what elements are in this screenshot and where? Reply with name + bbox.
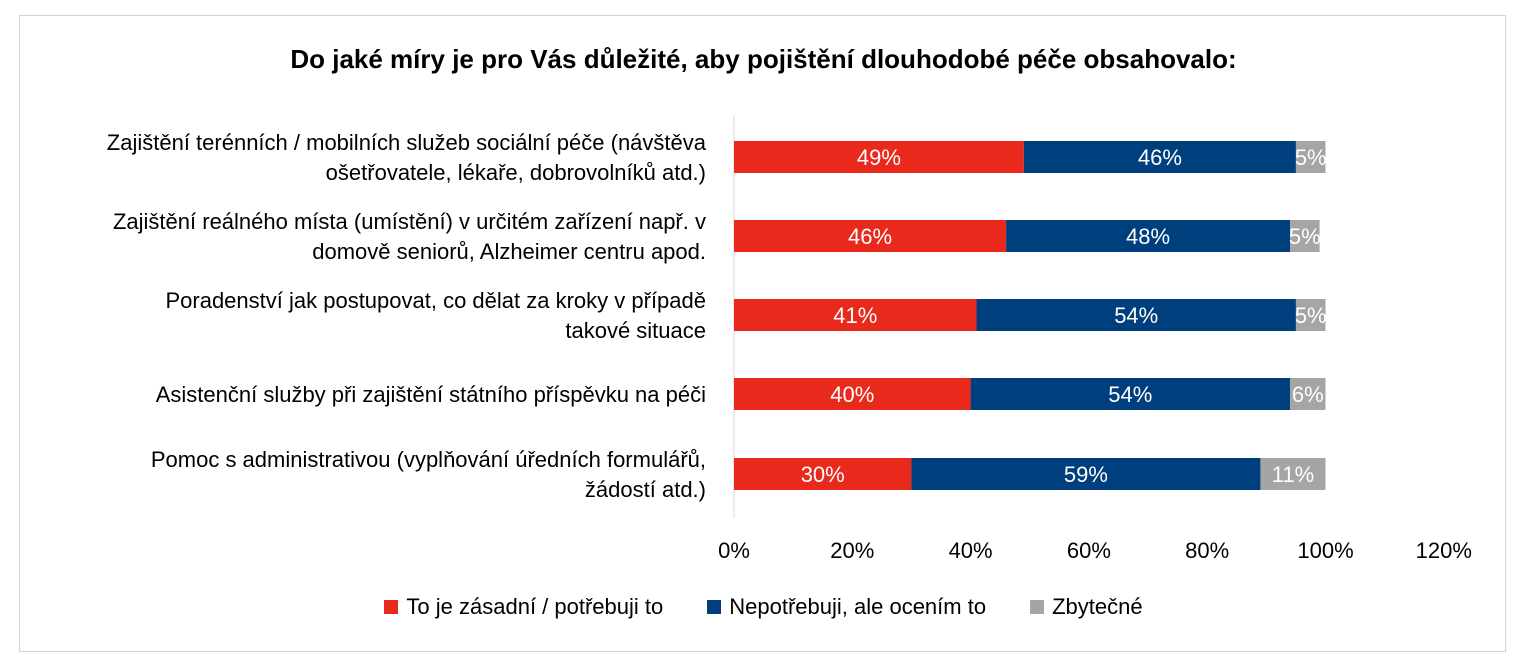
- bar-segment: [1290, 220, 1320, 252]
- category-label-line: Pomoc s administrativou (vyplňování úřed…: [151, 447, 706, 472]
- data-label: 54%: [1114, 303, 1158, 328]
- category-label: Asistenční služby při zajištění státního…: [156, 382, 706, 407]
- x-tick-label: 80%: [1185, 538, 1229, 563]
- category-label-line: ošetřovatele, lékaře, dobrovolníků atd.): [326, 160, 706, 185]
- data-label: 11%: [1272, 462, 1314, 487]
- data-label: 30%: [801, 462, 845, 487]
- category-label-line: takové situace: [565, 318, 706, 343]
- legend-swatch-appreciated: [707, 600, 722, 614]
- bar-segment: [911, 458, 1261, 490]
- bar-segment: [1295, 299, 1326, 331]
- data-label: 5%: [1295, 145, 1327, 170]
- data-label: 48%: [1126, 224, 1170, 249]
- legend-item-useless: Zbytečné: [1030, 594, 1143, 620]
- category-label: Pomoc s administrativou (vyplňování úřed…: [151, 447, 706, 502]
- category-label: Zajištění reálného místa (umístění) v ur…: [113, 209, 706, 264]
- data-label: 59%: [1064, 462, 1108, 487]
- bar-segment: [1260, 458, 1326, 490]
- data-label: 54%: [1108, 382, 1152, 407]
- data-label: 6%: [1292, 382, 1324, 407]
- legend-swatch-essential: [384, 600, 399, 614]
- category-label-line: Poradenství jak postupovat, co dělat za …: [165, 288, 706, 313]
- data-label: 46%: [1138, 145, 1182, 170]
- legend-label-essential: To je zásadní / potřebuji to: [406, 594, 664, 619]
- bar-segment: [734, 378, 971, 410]
- x-tick-label: 120%: [1416, 538, 1472, 563]
- x-tick-label: 60%: [1067, 538, 1111, 563]
- category-label: Zajištění terénních / mobilních služeb s…: [107, 130, 707, 185]
- category-label: Poradenství jak postupovat, co dělat za …: [165, 288, 706, 343]
- bar-segment: [976, 299, 1296, 331]
- bar-segment: [1290, 378, 1326, 410]
- category-label-line: žádostí atd.): [585, 477, 706, 502]
- bar-segment: [734, 220, 1007, 252]
- legend-label-appreciated: Nepotřebuji, ale ocením to: [729, 594, 987, 619]
- x-tick-label: 100%: [1297, 538, 1353, 563]
- bar-segment: [1295, 141, 1326, 173]
- bar-segment: [970, 378, 1291, 410]
- data-label: 49%: [857, 145, 901, 170]
- data-label: 46%: [848, 224, 892, 249]
- x-tick-label: 0%: [718, 538, 750, 563]
- category-label-line: domově seniorů, Alzheimer centru apod.: [312, 239, 706, 264]
- category-label-line: Asistenční služby při zajištění státního…: [156, 382, 706, 407]
- bar-segment: [1023, 141, 1296, 173]
- chart-title: Do jaké míry je pro Vás důležité, aby po…: [290, 44, 1237, 74]
- legend-item-appreciated: Nepotřebuji, ale ocením to: [707, 594, 986, 620]
- chart-legend: To je zásadní / potřebuji to Nepotřebuji…: [0, 594, 1527, 620]
- bar-segment: [734, 141, 1024, 173]
- data-label: 5%: [1289, 224, 1321, 249]
- x-tick-label: 40%: [949, 538, 993, 563]
- bar-segment: [734, 458, 912, 490]
- x-tick-label: 20%: [830, 538, 874, 563]
- legend-swatch-useless: [1030, 600, 1045, 614]
- legend-item-essential: To je zásadní / potřebuji to: [384, 594, 663, 620]
- data-label: 5%: [1295, 303, 1327, 328]
- data-label: 41%: [833, 303, 877, 328]
- category-label-line: Zajištění reálného místa (umístění) v ur…: [113, 209, 706, 234]
- data-label: 40%: [830, 382, 874, 407]
- bar-segment: [734, 299, 977, 331]
- legend-label-useless: Zbytečné: [1052, 594, 1143, 619]
- chart-frame: [19, 15, 1506, 652]
- bar-segment: [1006, 220, 1291, 252]
- category-label-line: Zajištění terénních / mobilních služeb s…: [107, 130, 707, 155]
